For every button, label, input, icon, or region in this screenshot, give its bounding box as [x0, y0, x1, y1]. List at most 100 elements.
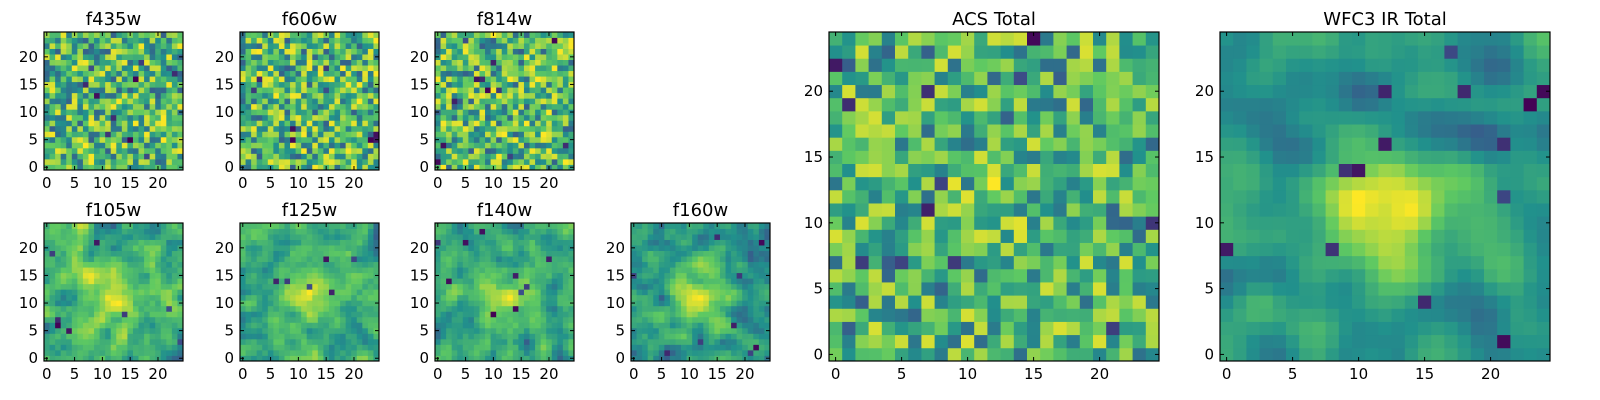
heatmap-cell [435, 103, 441, 110]
heatmap-cell [1106, 308, 1120, 322]
heatmap-cell [697, 344, 704, 351]
heatmap-cell [356, 131, 363, 138]
heatmap-cell [132, 267, 139, 274]
heatmap-cell [278, 43, 285, 49]
heatmap-cell [312, 333, 319, 340]
heatmap-cell [240, 289, 246, 296]
x-tick-label: 10 [484, 365, 503, 383]
heatmap-cell [440, 300, 447, 307]
heatmap-cell [362, 234, 369, 240]
heatmap-cell [99, 54, 106, 60]
heatmap-cell [987, 255, 1001, 270]
heatmap-cell [77, 250, 84, 257]
heatmap-cell [82, 81, 89, 88]
heatmap-cell [278, 311, 285, 318]
heatmap-cell [138, 316, 145, 323]
heatmap-cell [251, 283, 258, 290]
heatmap-cell [367, 81, 374, 88]
heatmap-cell [479, 228, 486, 235]
heatmap-cell [290, 153, 296, 160]
heatmap-cell [457, 305, 464, 312]
heatmap-cell [121, 355, 128, 362]
heatmap-cell [71, 114, 78, 121]
heatmap-cell [367, 333, 374, 340]
heatmap-cell [473, 355, 480, 362]
heatmap-cell [742, 311, 749, 318]
heatmap-cell [568, 338, 575, 345]
heatmap-cell [753, 327, 760, 334]
heatmap-cell [60, 81, 67, 88]
heatmap-cell [675, 316, 682, 323]
heatmap-cell [669, 322, 676, 329]
heatmap-cell [340, 114, 347, 121]
heatmap-cell [490, 256, 497, 263]
heatmap-cell [60, 142, 67, 149]
heatmap-cell [49, 316, 56, 323]
heatmap-cell [462, 59, 469, 66]
heatmap-cell [653, 333, 660, 340]
heatmap-cell [323, 283, 330, 290]
heatmap-cell [747, 245, 754, 251]
heatmap-cell [110, 114, 117, 121]
heatmap-cell [306, 316, 313, 323]
heatmap-cell [496, 59, 503, 66]
heatmap-cell [546, 338, 553, 345]
heatmap-cell [473, 76, 480, 83]
heatmap-cell [66, 32, 73, 38]
heatmap-cell [473, 333, 480, 340]
heatmap-cell [1093, 282, 1107, 296]
heatmap-cell [485, 109, 491, 116]
heatmap-cell [457, 355, 464, 362]
heatmap-cell [568, 322, 575, 329]
heatmap-cell [908, 255, 922, 270]
heatmap-cell [725, 289, 732, 296]
y-tick-label: 20 [410, 239, 429, 257]
heatmap-cell [356, 283, 363, 290]
heatmap-cell [1145, 268, 1160, 283]
heatmap-cell [947, 229, 962, 243]
heatmap-cell [328, 43, 335, 49]
y-tick-label: 15 [215, 75, 234, 93]
x-tick-label: 0 [42, 365, 52, 383]
heatmap-cell [110, 239, 117, 246]
heatmap-cell [166, 272, 173, 279]
heatmap-cell [462, 283, 469, 290]
heatmap-cell [546, 228, 553, 235]
heatmap-cell [373, 120, 380, 127]
heatmap-cell [105, 109, 112, 116]
heatmap-cell [562, 54, 569, 60]
heatmap-cell [71, 250, 78, 257]
heatmap-cell [562, 294, 569, 301]
heatmap-cell [138, 333, 145, 340]
heatmap-cell [934, 255, 949, 270]
heatmap-cell [345, 109, 352, 116]
heatmap-cell [245, 355, 252, 362]
heatmap-cell [166, 59, 173, 66]
heatmap-cell [317, 153, 324, 160]
heatmap-cell [529, 272, 536, 279]
heatmap-cell [921, 282, 935, 296]
heatmap-cell [323, 272, 330, 279]
heatmap-cell [479, 283, 486, 290]
heatmap-cell [568, 98, 575, 105]
heatmap-cell [731, 294, 738, 301]
heatmap-cell [116, 81, 123, 88]
heatmap-cell [512, 338, 519, 345]
heatmap-cell [60, 311, 67, 318]
heatmap-cell [82, 239, 89, 246]
heatmap-cell [435, 65, 441, 72]
heatmap-cell [747, 239, 754, 246]
heatmap-cell [267, 131, 274, 138]
heatmap-cell [301, 300, 308, 307]
heatmap-cell [82, 103, 89, 110]
heatmap-cell [306, 322, 313, 329]
heatmap-cell [110, 54, 117, 60]
x-tick-label: 20 [539, 174, 558, 192]
heatmap-cell [485, 311, 491, 318]
heatmap-cell [540, 234, 547, 240]
heatmap-cell [245, 48, 252, 55]
heatmap-cell [362, 239, 369, 246]
heatmap-cell [245, 164, 252, 171]
heatmap-cell [742, 283, 749, 290]
